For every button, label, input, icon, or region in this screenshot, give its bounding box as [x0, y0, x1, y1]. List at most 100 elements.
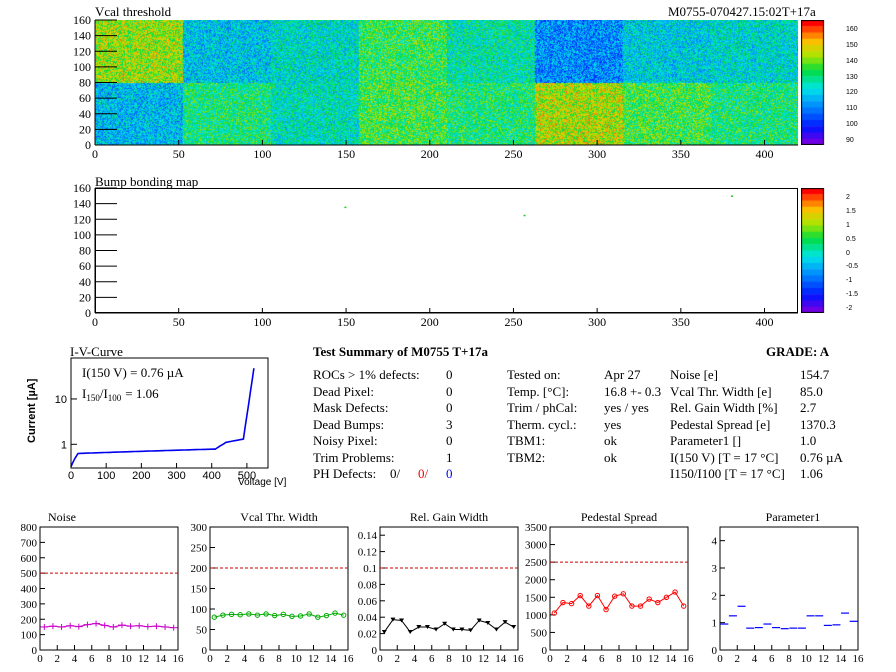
- summary-value: 0: [446, 433, 453, 448]
- y-tick-label: 1500: [525, 592, 548, 604]
- x-tick-label: 8: [446, 653, 452, 665]
- summary-middle-labels: Tested on: Temp. [°C]: Trim / phCal: The…: [507, 367, 607, 466]
- x-tick-label: 100: [253, 315, 271, 329]
- x-tick-label: 4: [242, 653, 248, 665]
- x-tick-label: 12: [308, 653, 319, 665]
- palette-tick-label: 100: [846, 121, 858, 129]
- chart-frame: [379, 526, 519, 651]
- iv-x-tick-label: 0: [68, 470, 74, 482]
- dead-bump-marker: [523, 214, 526, 217]
- summary-value: 0: [446, 383, 453, 399]
- data-point: [442, 621, 448, 626]
- y-tick-label: 100: [21, 630, 38, 642]
- data-point: [211, 614, 218, 620]
- series-line: [44, 623, 174, 629]
- bump-color-palette: [801, 188, 841, 313]
- ph-defects-label: PH Defects:: [313, 466, 377, 481]
- summary-value: 1370.3: [800, 416, 836, 432]
- summary-label: I150/I100 [T = 17 °C]: [670, 466, 785, 481]
- x-tick-label: 16: [343, 653, 355, 665]
- x-tick-label: 12: [138, 653, 149, 665]
- y-tick-label: 140: [73, 29, 91, 43]
- data-point: [568, 600, 575, 607]
- iv-y-tick-label: 10: [55, 394, 67, 406]
- x-tick-label: 10: [291, 653, 303, 665]
- summary-label: Mask Defects:: [313, 400, 389, 415]
- x-tick-label: 12: [648, 653, 659, 665]
- y-tick-label: 140: [73, 197, 91, 211]
- palette-tick-label: 0.5: [846, 235, 856, 243]
- y-tick-label: 0.08: [358, 579, 378, 591]
- data-point: [424, 625, 430, 630]
- x-tick-label: 200: [421, 147, 439, 161]
- summary-chart-title: Rel. Gain Width: [410, 510, 488, 524]
- summary-middle-values: Apr 27 16.8 +- 0.3 yes / yes yes ok ok: [604, 367, 674, 466]
- dead-bump-marker: [731, 195, 734, 197]
- y-tick-label: 120: [73, 44, 91, 58]
- palette-tick-label: 2: [846, 194, 850, 201]
- y-tick-label: 500: [21, 568, 38, 580]
- data-point: [220, 612, 226, 618]
- summary-left-labels: ROCs > 1% defects: Dead Pixel: Mask Defe…: [313, 367, 463, 483]
- summary-label: Trim / phCal:: [507, 400, 578, 415]
- x-tick-label: 0: [92, 315, 98, 329]
- palette-tick-label: -0.5: [846, 263, 859, 271]
- data-point: [340, 612, 347, 618]
- summary-value: 2.7: [800, 400, 817, 415]
- data-point: [586, 603, 592, 609]
- y-tick-label: 40: [79, 275, 91, 289]
- summary-value: 0: [446, 367, 453, 382]
- x-tick-label: 0: [377, 653, 383, 665]
- data-point: [468, 628, 474, 633]
- summary-right-values: 154.7 85.0 2.7 1370.3 1.0 0.76 µA 1.06: [800, 367, 870, 483]
- iv-x-tick-label: 300: [167, 470, 185, 482]
- x-tick-label: 6: [89, 653, 95, 665]
- data-point: [594, 592, 601, 599]
- y-tick-label: 0.04: [358, 612, 378, 624]
- x-tick-label: 10: [461, 653, 473, 665]
- palette-tick-label: 110: [846, 105, 858, 113]
- summary-label: I(150 V) [T = 17 °C]: [670, 449, 779, 465]
- x-tick-label: 14: [835, 653, 847, 665]
- y-tick-label: 2500: [525, 557, 548, 569]
- y-tick-label: 20: [79, 290, 91, 304]
- summary-label: Vcal Thr. Width [e]: [670, 383, 772, 399]
- x-tick-label: 50: [173, 147, 185, 161]
- chart-frame: [209, 526, 349, 651]
- data-point: [663, 594, 670, 600]
- x-tick-label: 250: [504, 147, 522, 161]
- summary-left-values: 0 0 0 3 0 1: [446, 367, 466, 466]
- summary-value: 16.8 +- 0.3: [604, 383, 662, 399]
- x-tick-label: 2: [225, 653, 231, 665]
- grade-label: GRADE: A: [766, 344, 830, 359]
- x-tick-label: 8: [106, 653, 112, 665]
- data-point: [655, 599, 661, 606]
- summary-value: yes / yes: [604, 400, 649, 415]
- data-point: [560, 599, 566, 606]
- summary-label: TBM2:: [507, 449, 546, 465]
- x-tick-label: 8: [616, 653, 622, 665]
- x-tick-label: 250: [504, 315, 522, 329]
- data-point: [476, 618, 482, 623]
- y-tick-label: 60: [79, 91, 91, 105]
- iv-i150-label: I(150 V) = 0.76 µA: [82, 365, 184, 380]
- data-point: [450, 627, 456, 632]
- y-tick-label: 0.06: [358, 596, 378, 608]
- data-point: [637, 603, 644, 609]
- x-tick-label: 2: [735, 653, 741, 665]
- summary-chart-title: Pedestal Spread: [581, 510, 657, 524]
- y-tick-label: 0.02: [358, 629, 377, 641]
- palette-tick-label: -1: [846, 277, 853, 285]
- y-tick-label: 600: [21, 553, 38, 565]
- data-point: [603, 606, 609, 613]
- y-tick-label: 1: [712, 618, 718, 630]
- data-point: [620, 591, 627, 597]
- palette-tick-label: 1: [846, 221, 850, 229]
- data-point: [399, 618, 405, 623]
- iv-x-tick-label: 100: [97, 470, 115, 482]
- summary-label: ROCs > 1% defects:: [313, 367, 420, 382]
